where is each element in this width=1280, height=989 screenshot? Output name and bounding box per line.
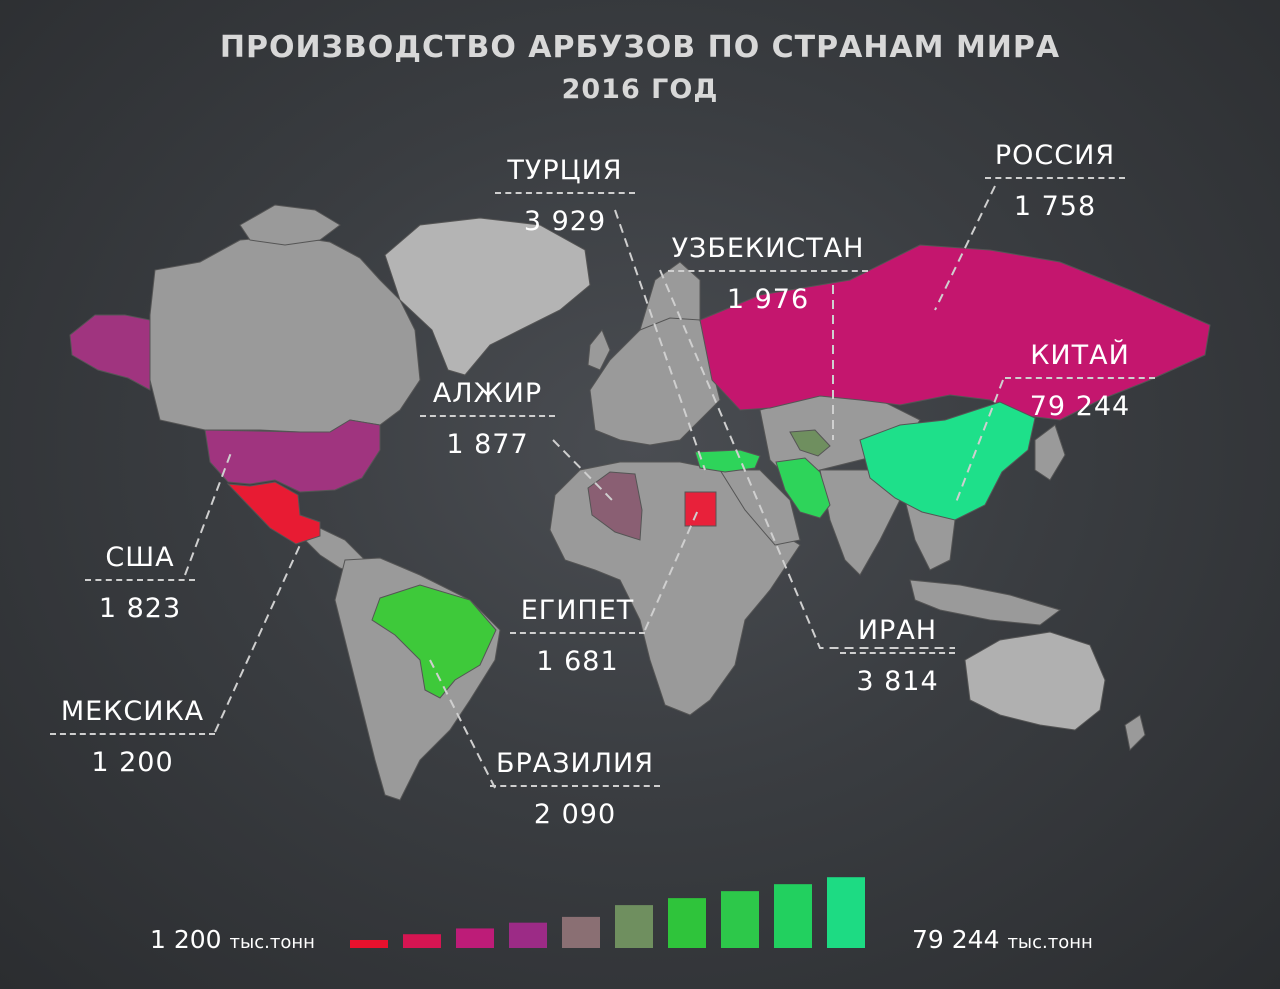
legend-bar-8 [721,891,759,948]
country-uzbekistan [789,429,831,457]
country-russia [699,244,1211,421]
leader-china [954,379,1004,506]
land-scandinavia [639,261,701,331]
country-usa-alaska [69,314,151,391]
legend-bar-10 [827,877,865,948]
land-arctic-islands [239,204,341,246]
country-mexico [226,481,321,545]
label-turkey: ТУРЦИЯ 3 929 [495,155,635,237]
leader-brazil [429,659,496,789]
land-canada [149,235,421,433]
land-new-zealand [1124,714,1146,752]
land-greenland [384,217,591,376]
country-brazil [371,584,497,699]
land-australia [964,631,1106,731]
leader-mexico [214,544,301,733]
leader-turkey [614,209,706,471]
label-usa: США 1 823 [85,542,195,624]
legend-bar-7 [668,898,706,948]
label-algeria: АЛЖИР 1 877 [420,378,555,460]
country-usa [204,419,381,493]
leader-uzbekistan [659,269,955,649]
legend-min-label: 1 200 тыс.тонн [150,925,315,954]
land-europe [589,309,721,446]
label-mexico: МЕКСИКА 1 200 [50,696,215,778]
land-japan [1034,424,1066,481]
legend-bar-5 [562,916,600,948]
country-china [859,401,1036,521]
land-indonesia [909,579,1062,626]
leader-usa [184,449,233,576]
map-title: ПРОИЗВОДСТВО АРБУЗОВ ПО СТРАНАМ МИРА [219,30,1061,65]
country-egypt [684,491,717,527]
label-brazil: БРАЗИЛИЯ 2 090 [490,748,660,830]
legend-bar-2 [403,934,441,948]
legend-bar-6 [615,905,653,948]
label-egypt: ЕГИПЕТ 1 681 [510,595,645,677]
land-uk [587,329,611,371]
label-russia: РОССИЯ 1 758 [985,140,1125,222]
legend-bar-3 [456,928,494,948]
leader-egypt [644,509,699,631]
leader-russia [934,185,996,311]
legend-bar-9 [774,884,812,948]
legend-bar-4 [509,922,547,948]
map-subtitle: 2016 ГОД [561,74,719,105]
label-iran: ИРАН 3 814 [840,615,955,697]
legend-bar-1 [350,940,388,948]
country-iran [775,457,831,519]
label-uzbekistan: УЗБЕКИСТАН 1 976 [668,233,868,315]
legend-max-label: 79 244 тыс.тонн [912,925,1093,954]
legend-bars [350,877,865,948]
label-china: КИТАЙ 79 244 [1005,340,1155,422]
